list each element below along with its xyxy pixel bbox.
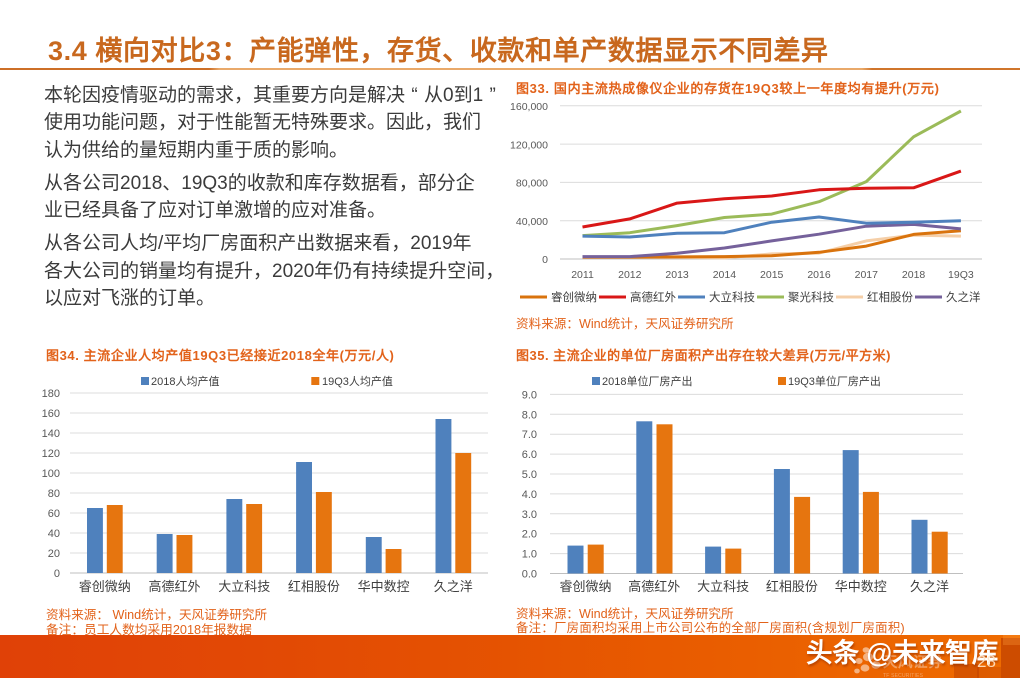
svg-text:0: 0 — [54, 568, 60, 580]
svg-text:久之洋: 久之洋 — [910, 579, 949, 594]
svg-text:睿创微纳: 睿创微纳 — [559, 579, 611, 594]
svg-text:40: 40 — [48, 528, 60, 540]
svg-text:高德红外: 高德红外 — [630, 290, 676, 304]
svg-text:大立科技: 大立科技 — [697, 579, 749, 594]
svg-text:大立科技: 大立科技 — [709, 290, 755, 304]
svg-text:华中数控: 华中数控 — [835, 579, 887, 594]
svg-text:140: 140 — [42, 428, 60, 440]
svg-text:0.0: 0.0 — [522, 569, 537, 581]
svg-text:久之洋: 久之洋 — [434, 579, 473, 594]
svg-text:2011: 2011 — [571, 269, 594, 281]
svg-text:久之洋: 久之洋 — [946, 290, 981, 304]
svg-text:2016: 2016 — [807, 269, 831, 281]
svg-text:19Q3: 19Q3 — [948, 269, 974, 281]
svg-text:聚光科技: 聚光科技 — [788, 290, 834, 304]
svg-text:2018: 2018 — [902, 269, 926, 281]
svg-text:19Q3人均产值: 19Q3人均产值 — [322, 374, 393, 388]
svg-text:20: 20 — [48, 548, 60, 560]
svg-text:睿创微纳: 睿创微纳 — [79, 579, 131, 594]
svg-text:80,000: 80,000 — [516, 178, 548, 190]
svg-text:120: 120 — [42, 448, 60, 460]
svg-text:睿创微纳: 睿创微纳 — [551, 290, 597, 304]
svg-text:160,000: 160,000 — [510, 101, 548, 113]
svg-text:高德红外: 高德红外 — [628, 579, 680, 594]
svg-text:2017: 2017 — [855, 269, 879, 281]
svg-text:1.0: 1.0 — [522, 549, 537, 561]
svg-text:9.0: 9.0 — [522, 389, 537, 401]
svg-text:4.0: 4.0 — [522, 489, 537, 501]
svg-text:红相股份: 红相股份 — [867, 291, 913, 304]
svg-text:7.0: 7.0 — [522, 429, 537, 441]
svg-text:红相股份: 红相股份 — [766, 579, 818, 594]
svg-text:180: 180 — [42, 388, 60, 400]
svg-text:2014: 2014 — [713, 269, 737, 281]
svg-text:5.0: 5.0 — [522, 469, 537, 481]
svg-text:2013: 2013 — [665, 269, 689, 281]
svg-text:40,000: 40,000 — [516, 216, 548, 228]
svg-text:3.0: 3.0 — [522, 509, 537, 521]
svg-text:160: 160 — [42, 408, 60, 420]
svg-text:120,000: 120,000 — [510, 139, 548, 151]
svg-text:80: 80 — [48, 488, 60, 500]
svg-text:大立科技: 大立科技 — [218, 579, 270, 594]
svg-text:2012: 2012 — [618, 269, 642, 281]
svg-text:高德红外: 高德红外 — [148, 579, 200, 594]
svg-text:2015: 2015 — [760, 269, 784, 281]
svg-text:华中数控: 华中数控 — [358, 579, 410, 594]
svg-text:8.0: 8.0 — [522, 409, 537, 421]
svg-text:2018单位厂房产出: 2018单位厂房产出 — [602, 374, 692, 388]
svg-text:0: 0 — [542, 254, 548, 266]
svg-text:60: 60 — [48, 508, 60, 520]
svg-text:2.0: 2.0 — [522, 529, 537, 541]
svg-text:100: 100 — [42, 468, 60, 480]
svg-text:红相股份: 红相股份 — [288, 579, 340, 594]
svg-text:6.0: 6.0 — [522, 449, 537, 461]
svg-text:19Q3单位厂房产出: 19Q3单位厂房产出 — [788, 374, 881, 388]
svg-text:2018人均产值: 2018人均产值 — [151, 374, 219, 388]
